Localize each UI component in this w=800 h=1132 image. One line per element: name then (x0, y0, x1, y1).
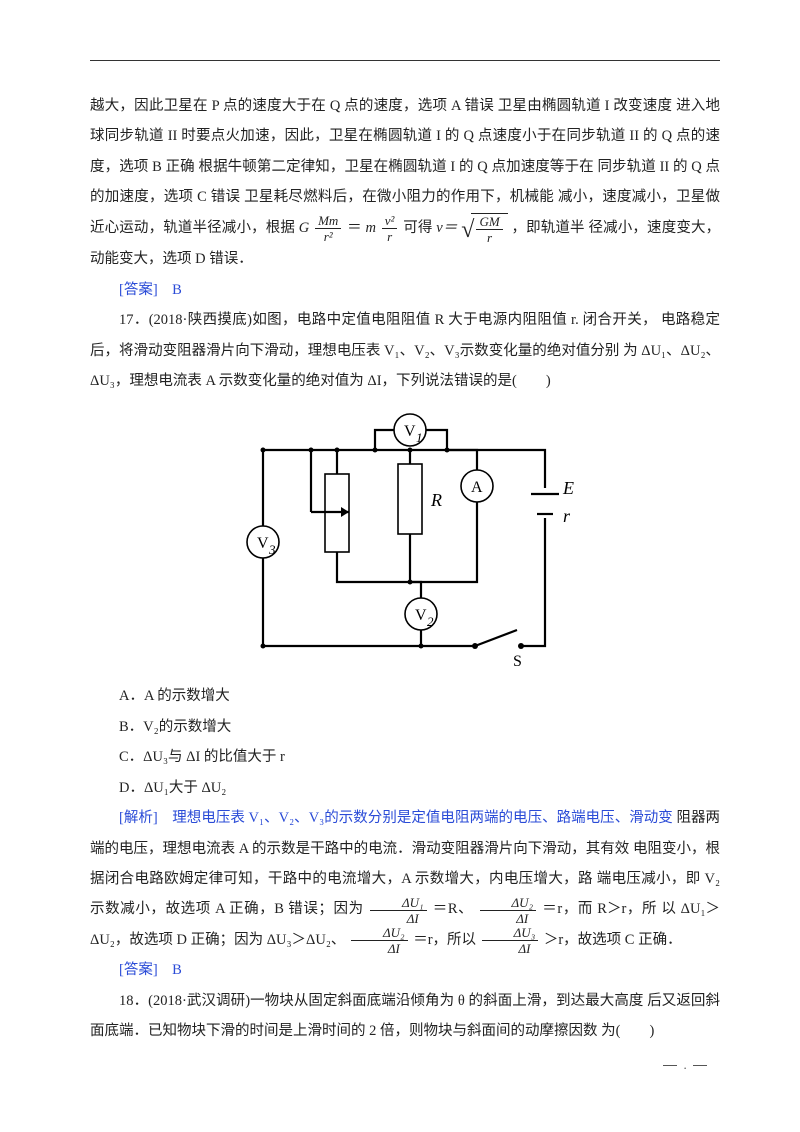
circuit-diagram: S V 3 R V 1 (90, 402, 720, 677)
label-r: r (563, 506, 571, 526)
m: m (366, 220, 376, 236)
text: ＝r，而 R＞r，所 (542, 901, 657, 917)
header-rule (90, 60, 720, 61)
eq: ＝ (347, 220, 362, 236)
page: 越大，因此卫星在 P 点的速度大于在 Q 点的速度，选项 A 错误 卫星由椭圆轨… (0, 0, 800, 1132)
text: 18．(2018·武汉调研)一物块从固定斜面底端沿倾角为 θ 的斜面上滑，到达最… (119, 993, 643, 1009)
svg-text:3: 3 (268, 542, 276, 557)
circuit-svg: S V 3 R V 1 (215, 402, 595, 672)
q17-option-A: A．A 的示数增大 (90, 681, 720, 711)
frac-dU2-dI: ΔU₂ ΔI (480, 896, 537, 925)
v-eq: v＝ (436, 220, 457, 236)
text: ＞r，故选项 C 正确． (544, 932, 682, 948)
text: ＝r，所以 (413, 932, 476, 948)
frac-dU1-dI: ΔU₁ ΔI (370, 896, 427, 925)
text: ＝R、 (433, 901, 474, 917)
text: ，即轨道半 (511, 220, 584, 236)
text: 为( ) (601, 1023, 654, 1039)
q17-answer: [答案] B (90, 955, 720, 985)
q16-solution-cont: 越大，因此卫星在 P 点的速度大于在 Q 点的速度，选项 A 错误 卫星由椭圆轨… (90, 91, 720, 275)
frac-dU2-dI-b: ΔU₂ ΔI (351, 926, 408, 955)
q17-stem: 17．(2018·陕西摸底)如图，电路中定值电阻阻值 R 大于电源内阻阻值 r.… (90, 305, 720, 396)
text: 越大，因此卫星在 P 点的速度大于在 Q 点的速度，选项 A 错误 卫星由椭圆轨… (90, 98, 672, 114)
q18-stem: 18．(2018·武汉调研)一物块从固定斜面底端沿倾角为 θ 的斜面上滑，到达最… (90, 986, 720, 1047)
G: G (299, 220, 309, 236)
frac-dU3-dI: ΔU₃ ΔI (482, 926, 539, 955)
text: 17．(2018·陕西摸底)如图，电路中定值电阻阻值 R 大于电源内阻阻值 r.… (119, 312, 657, 328)
footer: . (90, 1057, 720, 1073)
q17-option-D: D．ΔU₁大于 ΔU₂ (90, 773, 720, 803)
q17-option-B: B．V₂的示数增大 (90, 712, 720, 742)
sqrt-GM-r: √ GM r (461, 213, 507, 244)
frac-v2-r: v² r (382, 214, 398, 243)
svg-text:V: V (404, 423, 416, 440)
svg-text:V: V (257, 535, 269, 552)
analysis-label: [解析] 理想电压表 V₁、V₂、V₃的示数分别是定值电阻两端的电压、路端电压、… (119, 810, 673, 826)
text: 可得 (403, 220, 436, 236)
label-S: S (513, 653, 522, 670)
svg-text:1: 1 (416, 430, 423, 445)
q17-option-C: C．ΔU₃与 ΔI 的比值大于 r (90, 742, 720, 772)
svg-text:A: A (471, 479, 483, 496)
svg-text:V: V (415, 607, 427, 624)
frac-Mm-r2: Mm r² (315, 214, 341, 243)
q17-analysis: [解析] 理想电压表 V₁、V₂、V₃的示数分别是定值电阻两端的电压、路端电压、… (90, 803, 720, 955)
q16-answer: [答案] B (90, 275, 720, 305)
svg-text:2: 2 (427, 614, 434, 629)
label-R: R (430, 490, 442, 510)
label-E: E (562, 478, 574, 498)
